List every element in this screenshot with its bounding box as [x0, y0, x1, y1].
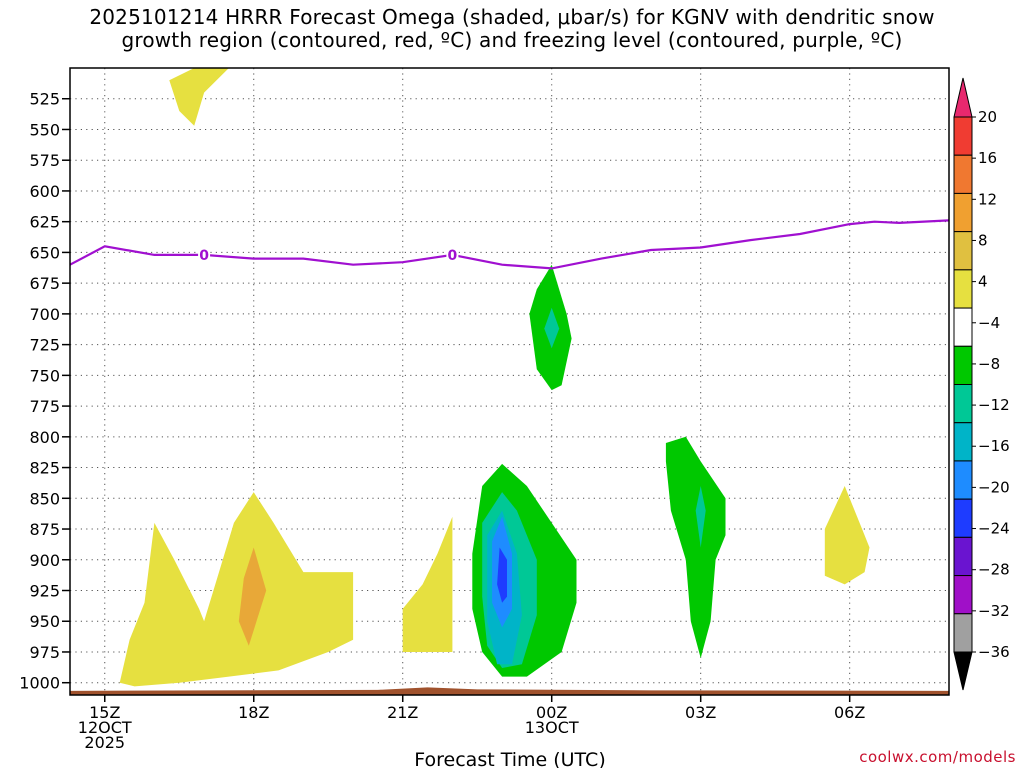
freezing-label-bg	[198, 246, 211, 261]
terrain-layer	[70, 687, 949, 695]
x-tick-label: 15Z	[89, 703, 120, 722]
chart-title-line-2: growth region (contoured, red, ºC) and f…	[121, 28, 903, 52]
omega-region-1	[238, 547, 267, 646]
x-tick-label: 06Z	[834, 703, 865, 722]
y-tick-label: 1000	[19, 674, 60, 693]
y-tick-label: 850	[29, 489, 60, 508]
y-tick-label: 675	[29, 274, 60, 293]
colorbar-label: −16	[978, 437, 1010, 455]
colorbar-label: 4	[978, 273, 988, 291]
y-tick-label: 800	[29, 428, 60, 447]
plot-frame	[69, 67, 950, 696]
credit-text: coolwx.com/models	[859, 748, 1016, 766]
y-tick-label: 725	[29, 336, 60, 355]
colorbar-swatch	[953, 192, 973, 233]
colorbar-swatch	[953, 422, 973, 462]
colorbar-label: −24	[978, 520, 1010, 538]
colorbar-swatch	[953, 345, 973, 385]
y-tick-label: 575	[29, 151, 60, 170]
colorbar-swatch	[953, 536, 973, 577]
chart-title: 2025101214 HRRR Forecast Omega (shaded, …	[0, 6, 1024, 52]
omega-region-5	[544, 307, 560, 349]
x-tick-label: 2025	[84, 733, 125, 752]
y-tick-label: 525	[29, 90, 60, 109]
y-tick-label: 900	[29, 551, 60, 570]
colorbar-swatch	[953, 498, 973, 538]
colorbar-label: 12	[978, 190, 997, 208]
colorbar-label: −20	[978, 478, 1010, 496]
omega-region-10	[497, 547, 507, 603]
colorbar-swatch	[953, 575, 973, 615]
colorbar-swatch	[953, 231, 973, 271]
omega-region-2	[169, 68, 229, 126]
y-tick-label: 825	[29, 459, 60, 478]
colorbar-swatch	[953, 613, 973, 653]
y-tick-label: 925	[29, 582, 60, 601]
colorbar-bottom-triangle	[953, 651, 973, 691]
x-tick-label: 13OCT	[525, 718, 579, 737]
y-tick-label: 625	[29, 213, 60, 232]
y-tick-label: 600	[29, 182, 60, 201]
axes: 525 550 575 600 625 650 675 700 725 750 775 800 825 8…	[19, 90, 865, 752]
colorbar-label: −12	[978, 396, 1010, 414]
x-axis-label: Forecast Time (UTC)	[414, 749, 605, 768]
omega-region-12	[695, 486, 706, 548]
y-tick-label: 975	[29, 643, 60, 662]
colorbar-swatch	[953, 269, 973, 309]
freezing-label-bg	[446, 246, 459, 261]
omega-region-3	[402, 516, 453, 652]
colorbar-label: −32	[978, 602, 1010, 620]
colorbar-label: −36	[978, 643, 1010, 661]
y-tick-label: 650	[29, 243, 60, 262]
colorbar-label: −28	[978, 561, 1010, 579]
colorbar-top-triangle	[953, 77, 973, 118]
x-tick-label: 21Z	[387, 703, 418, 722]
colorbar-label: −4	[978, 314, 1000, 332]
omega-shaded-regions	[119, 68, 870, 687]
freezing-level-label: 0	[199, 248, 209, 264]
freezing-level-label: 0	[448, 248, 458, 264]
y-tick-label: 775	[29, 397, 60, 416]
omega-region-0	[119, 492, 354, 687]
y-tick-label: 750	[29, 366, 60, 385]
x-tick-label: 12OCT	[78, 718, 132, 737]
colorbar-swatch	[953, 384, 973, 424]
colorbar-swatch	[953, 460, 973, 500]
colorbar-swatch	[953, 116, 973, 156]
colorbar-swatch	[953, 307, 973, 347]
y-tick-label: 700	[29, 305, 60, 324]
colorbar-label: −8	[978, 355, 1000, 373]
colorbar: 20 16 12 8 4 −4 −8 −12 −16 −20 −24 −28 −32 −36	[953, 77, 1010, 691]
colorbar-swatch	[953, 154, 973, 194]
freezing-level-line	[70, 219, 949, 270]
y-tick-label: 550	[29, 120, 60, 139]
colorbar-label: 16	[978, 149, 997, 167]
y-tick-label: 950	[29, 612, 60, 631]
terrain-band	[70, 687, 949, 695]
x-tick-label: 00Z	[536, 703, 567, 722]
omega-region-13	[824, 486, 870, 585]
x-tick-label: 03Z	[685, 703, 716, 722]
colorbar-label: 20	[978, 108, 997, 126]
chart-title-line-1: 2025101214 HRRR Forecast Omega (shaded, …	[89, 5, 935, 29]
x-tick-label: 18Z	[238, 703, 269, 722]
colorbar-label: 8	[978, 231, 988, 249]
y-tick-label: 875	[29, 520, 60, 539]
omega-region-11	[665, 436, 726, 659]
